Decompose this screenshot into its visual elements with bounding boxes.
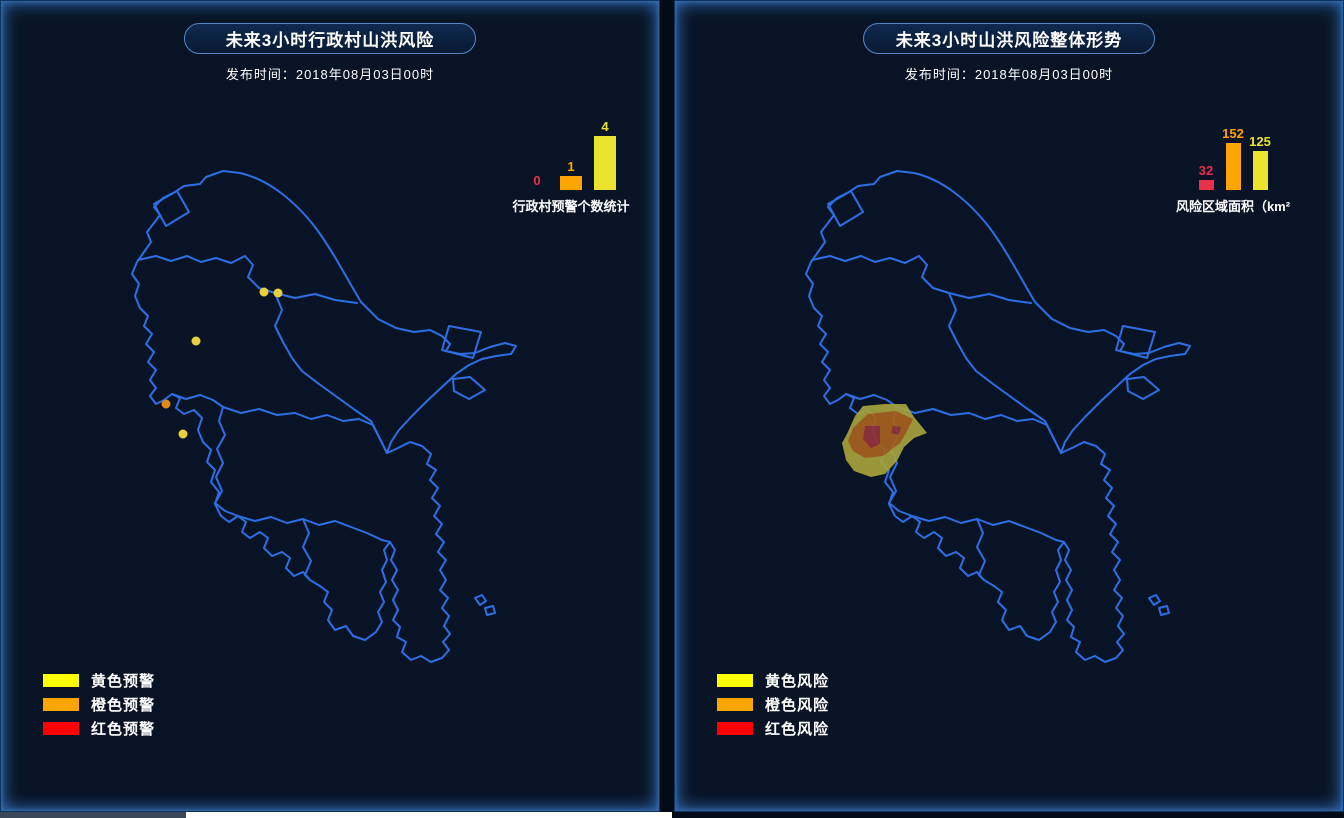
legend-item-red-warning: 红色预警 [43,721,155,738]
panel-overall-flood-risk: 未来3小时山洪风险整体形势 发布时间：2018年08月03日00时 32 152 1… [674,0,1344,812]
yellow-swatch [43,674,79,687]
red-swatch [717,722,753,735]
bottom-strip-white [186,812,672,818]
right-bar-chart: 32 152 125 风险区域面积（km² [1163,110,1303,215]
left-bar-chart: 0 1 4 行政村预警个数统计 [501,110,641,215]
right-chart-caption: 风险区域面积（km² [1175,199,1291,214]
bar-橙色预警: 1 [560,160,582,190]
warning-marker-yellow [178,429,188,439]
right-legend: 黄色风险 橙色风险 红色风险 [717,673,829,746]
left-bar-chart-bars: 0 1 4 [501,110,641,190]
red-swatch [43,722,79,735]
orange-swatch [717,698,753,711]
panel-village-flood-risk: 未来3小时行政村山洪风险 发布时间：2018年08月03日00时 0 1 4 行政村… [0,0,660,812]
legend-label: 橙色预警 [91,697,156,714]
bar [1252,151,1268,190]
bar [1198,180,1214,190]
bar-红色风险: 32 [1198,163,1214,190]
risk-region-red [891,426,901,435]
right-panel-title: 未来3小时山洪风险整体形势 [863,23,1155,54]
bar-value-label: 4 [601,119,609,134]
bar-value-label: 32 [1198,163,1214,178]
risk-region-orange [848,411,913,458]
warning-marker-yellow [191,336,201,346]
warning-marker-orange [161,399,171,409]
legend-label: 橙色风险 [765,697,830,714]
yellow-swatch [717,674,753,687]
legend-item-orange-risk: 橙色风险 [717,697,829,714]
right-bar-chart-bars: 32 152 125 [1163,110,1303,190]
risk-region-red [863,426,880,448]
bar [594,136,616,190]
bar-value-label: 152 [1222,126,1244,141]
legend-item-orange-warning: 橙色预警 [43,697,155,714]
warning-markers-layer [161,287,283,439]
left-chart-caption: 行政村预警个数统计 [512,199,630,214]
bar-value-label: 0 [533,173,541,188]
left-publish-time: 发布时间：2018年08月03日00时 [225,67,435,82]
legend-item-yellow-warning: 黄色预警 [43,673,155,690]
warning-marker-yellow [259,287,269,297]
legend-item-red-risk: 红色风险 [717,721,829,738]
legend-label: 红色风险 [765,721,830,738]
left-panel-title: 未来3小时行政村山洪风险 [184,23,476,54]
bar-value-label: 1 [567,159,575,174]
bar [560,176,582,190]
legend-item-yellow-risk: 黄色风险 [717,673,829,690]
right-region-map [805,170,1191,663]
right-publish-time: 发布时间：2018年08月03日00时 [904,67,1114,82]
left-legend: 黄色预警 橙色预警 红色预警 [43,673,155,746]
legend-label: 黄色风险 [765,673,830,690]
bottom-strip-dark [672,812,1344,818]
bar-黄色预警: 4 [594,120,616,190]
risk-regions-layer [842,404,927,477]
warning-marker-yellow [273,288,283,298]
bottom-strip-gray [0,812,186,818]
left-region-map [131,170,517,663]
bar-橙色风险: 152 [1222,127,1244,190]
legend-label: 红色预警 [91,721,156,738]
bar-value-label: 125 [1249,134,1271,149]
bar [1225,143,1241,190]
bar-红色预警: 0 [526,174,548,190]
legend-label: 黄色预警 [91,673,156,690]
orange-swatch [43,698,79,711]
bar-黄色风险: 125 [1249,135,1271,190]
